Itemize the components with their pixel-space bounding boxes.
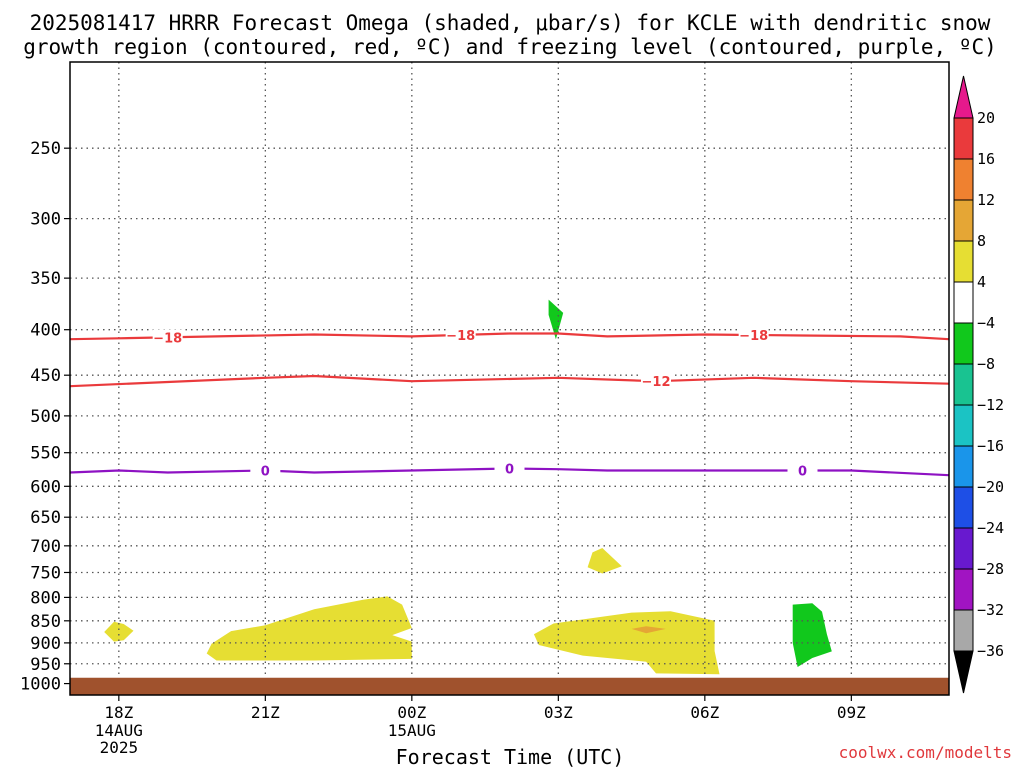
temperature-contours: −18 −18 −18 −12 0 0 0	[69, 326, 950, 480]
colorbar-swatch-6	[953, 363, 974, 406]
y-tick-label-450: 450	[30, 366, 61, 386]
colorbar-top-triangle	[953, 75, 974, 119]
omega-colorbar: 20 16 12 8 4 −4 −8 −12 −16 −20 −24 −28 −32 −36	[953, 75, 1004, 694]
x-tick-label-21Z: 21Z	[251, 703, 280, 722]
y-tick-label-700: 700	[30, 537, 61, 557]
colorbar-swatch-8	[953, 445, 974, 488]
y-tick-label-800: 800	[30, 588, 61, 608]
omega-region-4	[631, 626, 666, 634]
x-axis-label: Forecast Time (UTC)	[396, 745, 625, 768]
chart-title-line-2: growth region (contoured, red, ºC) and f…	[23, 35, 997, 59]
colorbar-label-10: −24	[977, 519, 1004, 537]
colorbar-swatch-0	[953, 117, 974, 160]
plot-area	[70, 299, 949, 695]
chart-title-line-1: 2025081417 HRRR Forecast Omega (shaded, …	[30, 11, 991, 35]
y-tick-label-600: 600	[30, 477, 61, 497]
colorbar-swatch-2	[953, 199, 974, 242]
contour-line-1	[69, 374, 950, 388]
x-tick-label-18Z: 18Z	[104, 703, 133, 722]
colorbar-label-5: −4	[977, 314, 995, 332]
contour-label-0-2: −18	[739, 329, 768, 344]
y-tick-label-650: 650	[30, 508, 61, 528]
contour-label-bg	[250, 462, 281, 479]
omega-region-0	[104, 621, 134, 642]
y-tick-label-1000: 1000	[20, 675, 61, 695]
contour-label-2-2: 0	[798, 465, 807, 480]
plot-frame	[69, 61, 950, 696]
colorbar-swatch-9	[953, 486, 974, 529]
colorbar-bottom-triangle	[953, 650, 974, 694]
credit-link[interactable]: coolwx.com/modelts	[839, 743, 1012, 762]
y-tick-label-350: 350	[30, 269, 61, 289]
colorbar-label-4: 4	[977, 273, 986, 291]
colorbar-label-3: 8	[977, 232, 986, 250]
contour-label-0-0: −18	[153, 331, 182, 346]
y-tick-label-900: 900	[30, 634, 61, 654]
colorbar-label-0: 20	[977, 109, 995, 127]
x-tick-label-09Z: 09Z	[837, 703, 866, 722]
colorbar-label-9: −20	[977, 478, 1004, 496]
y-tick-label-850: 850	[30, 612, 61, 632]
colorbar-swatch-5	[953, 322, 974, 365]
y-tick-label-250: 250	[30, 139, 61, 159]
colorbar-label-7: −12	[977, 396, 1004, 414]
colorbar-label-11: −28	[977, 560, 1004, 578]
contour-label-bg	[152, 329, 183, 346]
x-tick-label-06Z: 06Z	[690, 703, 719, 722]
contour-label-0-1: −18	[446, 329, 475, 344]
ground-surface	[70, 677, 949, 695]
colorbar-label-6: −8	[977, 355, 995, 373]
y-tick-label-400: 400	[30, 321, 61, 341]
colorbar-swatch-4	[953, 281, 974, 324]
x-tick-sublabel-18Z-0: 14AUG	[95, 721, 143, 740]
colorbar-label-1: 16	[977, 150, 995, 168]
colorbar-swatch-12	[953, 609, 974, 652]
contour-label-bg	[445, 326, 476, 343]
colorbar-swatch-3	[953, 240, 974, 283]
omega-region-1	[206, 596, 412, 661]
x-tick-label-03Z: 03Z	[544, 703, 573, 722]
colorbar-label-8: −16	[977, 437, 1004, 455]
y-tick-label-950: 950	[30, 655, 61, 675]
omega-region-5	[548, 299, 564, 340]
contour-label-bg	[641, 373, 671, 390]
colorbar-swatch-11	[953, 568, 974, 611]
colorbar-label-2: 12	[977, 191, 995, 209]
y-tick-label-550: 550	[30, 444, 61, 464]
colorbar-label-12: −32	[977, 601, 1004, 619]
contour-line-0	[69, 332, 950, 341]
colorbar-swatch-1	[953, 158, 974, 201]
colorbar-swatch-10	[953, 527, 974, 570]
y-tick-label-750: 750	[30, 563, 61, 583]
contour-line-2	[69, 467, 950, 477]
y-tick-label-500: 500	[30, 407, 61, 427]
contour-label-2-1: 0	[505, 463, 514, 478]
contour-label-2-0: 0	[261, 465, 270, 480]
omega-region-2	[587, 548, 622, 574]
y-tick-label-300: 300	[30, 210, 61, 230]
x-tick-sublabel-00Z-0: 15AUG	[388, 721, 436, 740]
contour-label-bg	[494, 460, 525, 477]
contour-label-1-0: −12	[642, 375, 671, 390]
pressure-axis: 2503003504004505005506006507007508008509…	[20, 139, 70, 695]
grid-lines	[70, 62, 949, 678]
contour-label-bg	[787, 462, 818, 479]
colorbar-swatch-7	[953, 404, 974, 447]
colorbar-label-13: −36	[977, 642, 1004, 660]
omega-region-6	[792, 603, 832, 667]
x-tick-label-00Z: 00Z	[397, 703, 426, 722]
contour-label-bg	[738, 326, 769, 343]
x-tick-sublabel-18Z-1: 2025	[100, 738, 139, 757]
